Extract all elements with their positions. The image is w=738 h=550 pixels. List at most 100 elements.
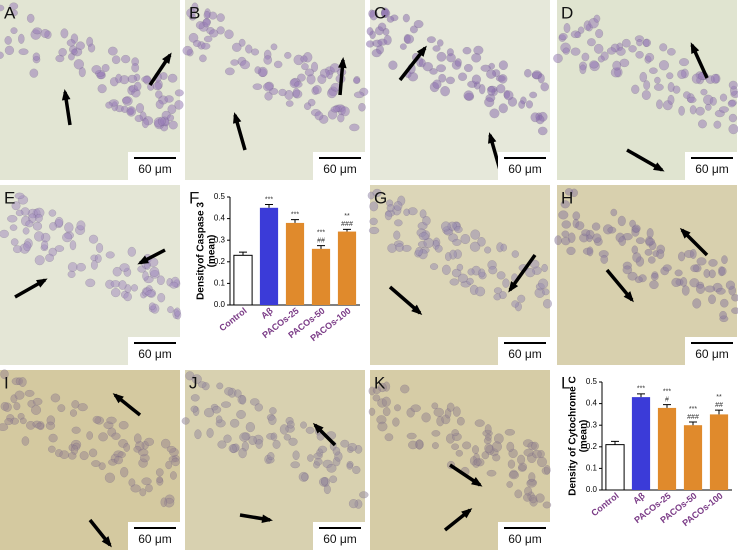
cell <box>305 426 315 434</box>
cell <box>678 105 685 116</box>
scale-box <box>498 522 550 550</box>
cell <box>432 45 441 52</box>
y-tick-label: 0.4 <box>586 399 598 408</box>
cell <box>449 278 459 286</box>
cell <box>600 254 609 264</box>
arrow-head <box>471 477 483 487</box>
cell <box>230 418 240 428</box>
cell <box>23 241 32 252</box>
cell <box>138 448 149 457</box>
arrow-head <box>653 162 665 172</box>
cell <box>101 64 110 72</box>
photo-panel: 60 μm D <box>553 0 738 180</box>
cell <box>14 390 25 400</box>
scale-box <box>313 522 365 550</box>
panel-letter: J <box>189 373 198 392</box>
cell <box>225 67 235 76</box>
cell <box>88 448 98 458</box>
cell <box>7 215 18 223</box>
cell <box>135 103 145 113</box>
cell <box>245 44 253 54</box>
significance: *** <box>663 389 671 396</box>
cell <box>75 41 85 50</box>
cell <box>230 444 237 454</box>
cell <box>105 101 113 109</box>
cell <box>469 241 481 252</box>
scale-label: 60 μm <box>323 162 357 176</box>
cell <box>487 85 496 96</box>
cell <box>528 472 536 482</box>
cell <box>236 410 246 419</box>
significance: # <box>665 397 669 404</box>
cell <box>484 424 492 435</box>
cell <box>349 123 360 132</box>
cell <box>674 269 683 277</box>
significance: *** <box>265 196 273 203</box>
cell <box>55 216 64 227</box>
cell <box>369 201 379 212</box>
cell <box>13 402 21 411</box>
cell <box>641 90 651 100</box>
cell <box>272 440 281 449</box>
cell <box>532 449 542 459</box>
cell <box>511 250 519 258</box>
cell <box>382 407 391 417</box>
cell <box>574 31 582 39</box>
cell <box>166 445 177 453</box>
cell <box>572 211 581 221</box>
cell <box>643 80 651 90</box>
cell <box>462 441 472 450</box>
cell <box>472 445 479 454</box>
bar <box>605 444 625 491</box>
cell <box>558 33 568 41</box>
cell <box>592 233 602 243</box>
cell <box>32 27 43 35</box>
cell <box>64 222 74 233</box>
cell <box>434 244 443 253</box>
cell <box>452 238 462 246</box>
panel-letter: C <box>374 3 386 22</box>
cell <box>383 34 392 46</box>
cell <box>708 269 716 279</box>
scale-box <box>128 152 180 180</box>
cell <box>540 82 549 92</box>
cell <box>683 91 691 99</box>
cell <box>160 497 168 508</box>
cell <box>462 46 472 55</box>
cell <box>662 264 672 272</box>
cell <box>285 100 294 107</box>
cell <box>50 393 61 403</box>
scale-box <box>498 337 550 365</box>
cell <box>105 251 115 259</box>
cell <box>593 43 604 54</box>
cell <box>566 246 576 256</box>
cell <box>659 43 668 52</box>
cell <box>431 430 441 437</box>
cell <box>542 288 550 296</box>
cell <box>24 389 35 397</box>
cell <box>318 445 328 454</box>
cell <box>372 188 382 197</box>
cell <box>542 501 552 509</box>
cell <box>506 441 515 452</box>
cell <box>13 245 22 254</box>
cell <box>430 263 439 270</box>
cell <box>157 116 166 126</box>
cell <box>436 64 446 73</box>
cell <box>76 262 86 272</box>
cell <box>570 47 581 56</box>
panel-letter: B <box>189 3 200 22</box>
cell <box>646 228 654 239</box>
cell <box>631 84 640 94</box>
arrow-head <box>338 57 347 69</box>
cell <box>595 28 604 39</box>
cell <box>107 46 118 56</box>
cell <box>471 53 482 63</box>
cell <box>54 245 65 252</box>
cell <box>49 222 57 231</box>
cell <box>167 306 174 314</box>
cell <box>687 96 697 104</box>
cell <box>59 450 70 459</box>
cell <box>320 476 329 486</box>
